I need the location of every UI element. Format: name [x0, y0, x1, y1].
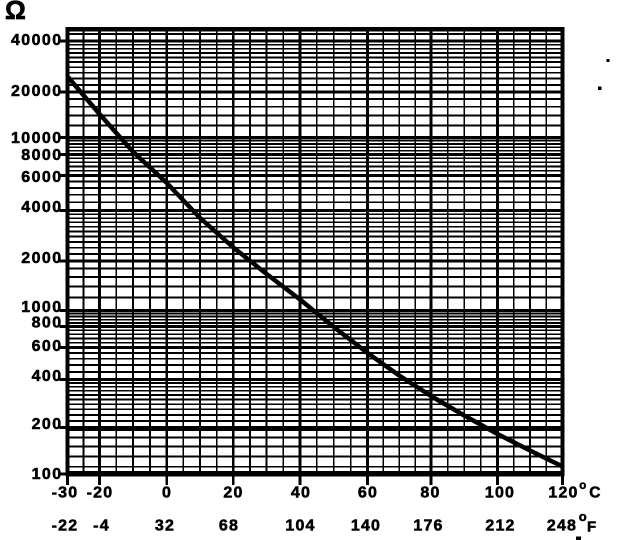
svg-text:80: 80 [420, 485, 440, 502]
svg-text:1000: 1000 [21, 299, 62, 316]
svg-text:-22: -22 [52, 518, 79, 535]
svg-text:-20: -20 [87, 485, 114, 502]
svg-text:20: 20 [223, 485, 243, 502]
svg-text:400: 400 [32, 368, 63, 385]
svg-text:F: F [587, 519, 596, 536]
svg-text:-4: -4 [93, 518, 110, 535]
svg-text:0: 0 [162, 485, 172, 502]
svg-text:-30: -30 [52, 485, 79, 502]
svg-text:8000: 8000 [21, 147, 62, 164]
svg-text:120: 120 [548, 485, 578, 502]
svg-text:600: 600 [32, 338, 63, 355]
svg-text:20000: 20000 [11, 83, 63, 100]
svg-text:6000: 6000 [21, 169, 62, 186]
svg-text:40: 40 [291, 485, 311, 502]
svg-text:212: 212 [485, 518, 515, 535]
svg-text:68: 68 [219, 518, 239, 535]
svg-text:100: 100 [32, 466, 63, 483]
svg-text:Ω: Ω [5, 0, 26, 25]
svg-text:C: C [589, 485, 600, 502]
svg-text:4000: 4000 [21, 199, 62, 216]
svg-text:140: 140 [351, 518, 381, 535]
svg-text:100: 100 [485, 485, 515, 502]
svg-text:40000: 40000 [11, 32, 63, 49]
svg-text:32: 32 [155, 518, 175, 535]
svg-text:248: 248 [547, 518, 577, 535]
svg-text:200: 200 [32, 416, 63, 433]
svg-text:60: 60 [358, 485, 378, 502]
svg-text:o: o [579, 480, 586, 492]
svg-text:800: 800 [32, 315, 63, 332]
svg-text:104: 104 [285, 518, 315, 535]
svg-text:10000: 10000 [11, 130, 63, 147]
svg-text:2000: 2000 [21, 250, 62, 267]
svg-text:o: o [579, 509, 587, 524]
svg-text:176: 176 [413, 518, 443, 535]
